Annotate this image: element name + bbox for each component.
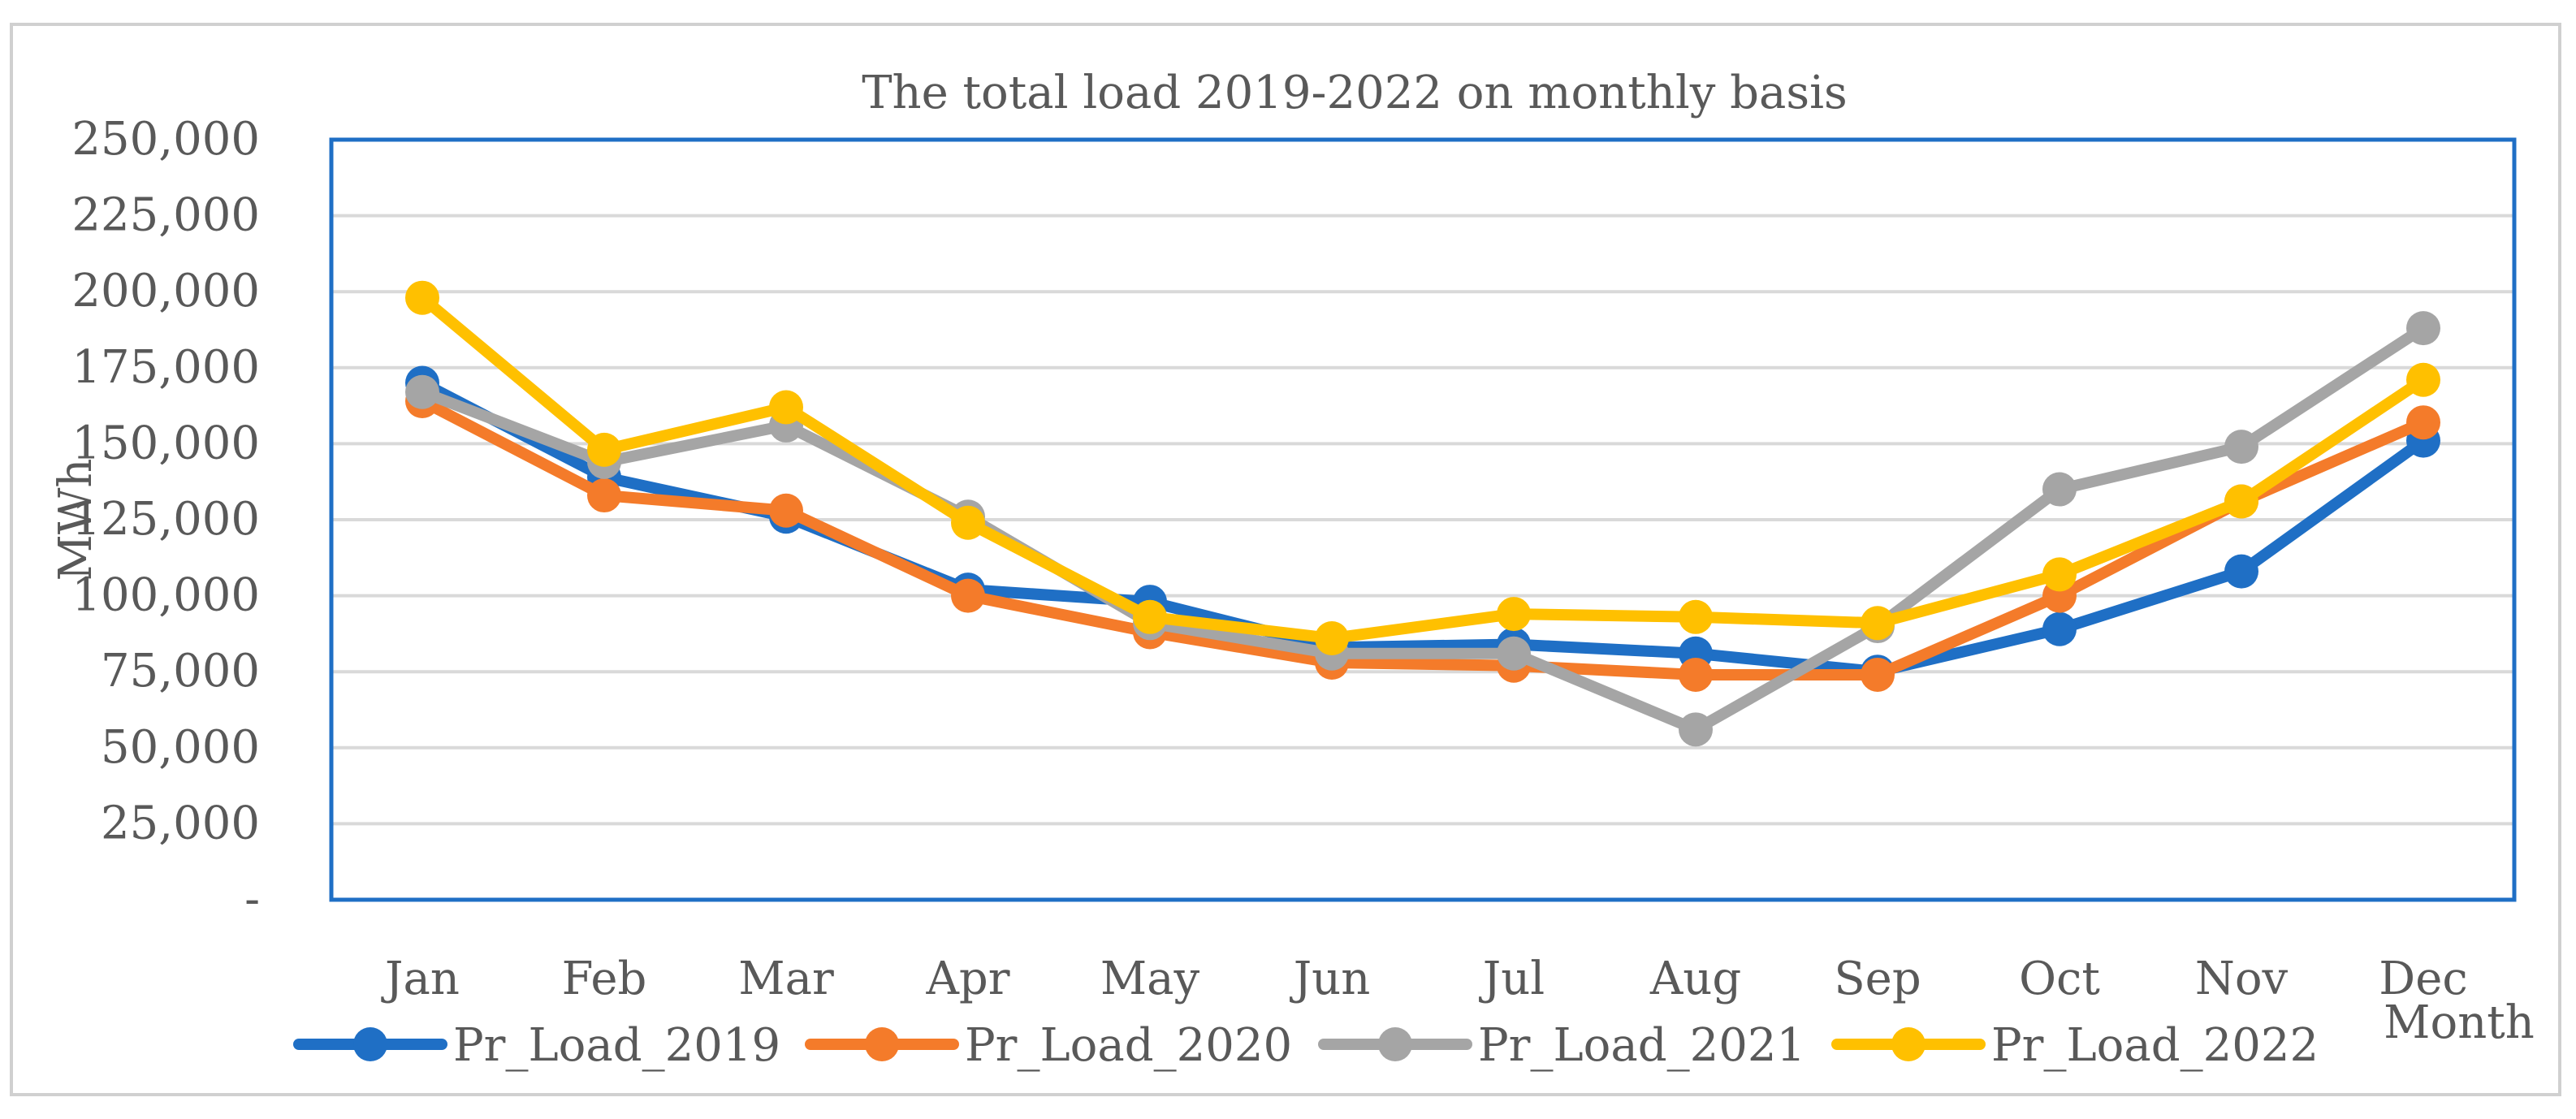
data-point xyxy=(2224,430,2258,464)
legend: Pr_Load_2019 Pr_Load_2020 Pr_Load_2021 Pr_L… xyxy=(293,1019,2319,1072)
data-point xyxy=(1679,712,1713,747)
data-point xyxy=(2224,554,2258,589)
x-tick-label: Mar xyxy=(738,953,834,1005)
x-tick-label: Nov xyxy=(2195,953,2289,1005)
legend-swatch-marker xyxy=(865,1027,899,1061)
plot-area-border xyxy=(329,137,2517,902)
series-Pr_Load_2019 xyxy=(405,365,2440,689)
x-tick-label: Jul xyxy=(1479,953,1545,1005)
legend-label: Pr_Load_2021 xyxy=(1478,1019,1805,1072)
data-point xyxy=(2406,311,2440,346)
legend-item: Pr_Load_2021 xyxy=(1318,1019,1805,1072)
x-tick-label: Jun xyxy=(1290,953,1371,1005)
x-tick-label: Sep xyxy=(1834,953,1921,1005)
data-point xyxy=(951,505,985,540)
y-tick-label: - xyxy=(244,873,260,926)
legend-label: Pr_Load_2020 xyxy=(965,1019,1292,1072)
y-tick-label: 225,000 xyxy=(71,189,260,242)
y-tick-label: 50,000 xyxy=(101,721,260,774)
y-tick-label: 100,000 xyxy=(71,569,260,622)
x-tick-label: Dec xyxy=(2379,953,2467,1005)
y-tick-label: 125,000 xyxy=(71,493,260,546)
legend-swatch-marker xyxy=(1891,1027,1926,1061)
data-point xyxy=(1497,597,1531,632)
data-point xyxy=(405,374,439,409)
data-point xyxy=(1861,657,1895,692)
series-line xyxy=(417,292,2429,645)
series-line xyxy=(417,322,2429,736)
chart-title: The total load 2019-2022 on monthly basi… xyxy=(862,67,1848,119)
data-point xyxy=(2406,405,2440,440)
legend-label: Pr_Load_2022 xyxy=(1991,1019,2319,1072)
data-point xyxy=(1679,657,1713,692)
data-point xyxy=(587,432,621,467)
data-point xyxy=(1497,636,1531,671)
gridlines xyxy=(331,138,2514,826)
x-tick-label: Apr xyxy=(925,953,1009,1005)
x-tick-label: May xyxy=(1100,953,1200,1005)
data-point xyxy=(2042,472,2077,507)
data-point xyxy=(2224,484,2258,519)
data-point xyxy=(587,478,621,513)
y-axis-ticks: - 25,000 50,000 75,000 100,000 125,000 150,000… xyxy=(71,113,260,926)
data-point xyxy=(2406,362,2440,397)
y-tick-label: 150,000 xyxy=(71,417,260,469)
y-tick-label: 75,000 xyxy=(101,645,260,698)
series-group xyxy=(405,280,2440,747)
series-Pr_Load_2021 xyxy=(405,311,2440,747)
data-point xyxy=(951,578,985,613)
y-tick-label: 175,000 xyxy=(71,341,260,394)
data-point xyxy=(769,390,803,425)
legend-swatch-marker xyxy=(353,1027,387,1061)
data-point xyxy=(769,493,803,528)
y-tick-label: 25,000 xyxy=(101,797,260,849)
data-point xyxy=(1133,599,1167,634)
x-axis-ticks: Jan Feb Mar Apr May Jun Jul Aug Sep Oct Nov Dec xyxy=(381,953,2468,1005)
data-point xyxy=(405,280,439,315)
data-point xyxy=(2042,557,2077,592)
x-tick-label: Feb xyxy=(562,953,647,1005)
legend-swatch-marker xyxy=(1378,1027,1412,1061)
legend-label: Pr_Load_2019 xyxy=(453,1019,780,1072)
series-Pr_Load_2022 xyxy=(405,280,2440,656)
y-tick-label: 250,000 xyxy=(71,113,260,166)
y-tick-label: 200,000 xyxy=(71,265,260,318)
legend-item: Pr_Load_2022 xyxy=(1831,1019,2319,1072)
data-point xyxy=(2042,611,2077,646)
series-Pr_Load_2020 xyxy=(405,383,2440,692)
x-axis-label: Month xyxy=(2384,996,2535,1049)
series-line xyxy=(417,395,2429,680)
legend-item: Pr_Load_2020 xyxy=(805,1019,1292,1072)
y-axis-label: MWh xyxy=(50,459,102,581)
data-point xyxy=(1679,599,1713,634)
x-tick-label: Aug xyxy=(1649,953,1741,1005)
x-tick-label: Oct xyxy=(2019,953,2100,1005)
legend-item: Pr_Load_2019 xyxy=(293,1019,780,1072)
data-point xyxy=(1315,621,1349,656)
data-point xyxy=(1861,606,1895,641)
x-tick-label: Jan xyxy=(381,953,460,1005)
